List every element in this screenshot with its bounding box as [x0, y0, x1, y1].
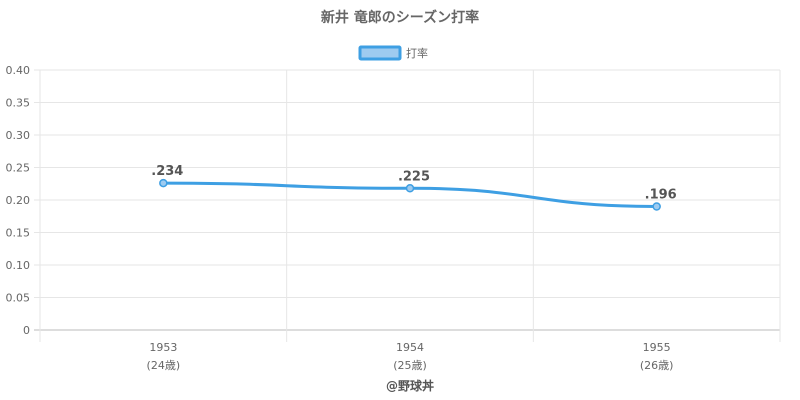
grid: [34, 69, 781, 342]
data-label: .225: [398, 169, 430, 184]
y-tick-label: 0: [23, 324, 30, 337]
data-label: .234: [151, 164, 183, 179]
y-tick-label: 0.10: [6, 259, 31, 272]
y-tick-label: 0.25: [6, 162, 31, 175]
x-tick-label: 1954: [396, 341, 424, 354]
y-tick-label: 0.20: [6, 194, 31, 207]
y-tick-label: 0.05: [6, 292, 31, 305]
data-label: .196: [645, 188, 677, 203]
y-tick-label: 0.15: [6, 227, 31, 240]
y-tick-label: 0.35: [6, 97, 31, 110]
x-tick-sublabel: (26歳): [640, 359, 674, 372]
data-labels: .234 .225 .196: [151, 164, 676, 202]
legend[interactable]: 打率: [358, 45, 428, 61]
y-tick-label: 0.40: [6, 64, 31, 77]
legend-label: 打率: [406, 46, 428, 60]
y-tick-label: 0.30: [6, 129, 31, 142]
data-point[interactable]: [652, 202, 661, 211]
y-axis-ticks: 0 0.05 0.10 0.15 0.20 0.25 0.30 0.35 0.40: [6, 64, 31, 337]
x-tick-label: 1953: [149, 341, 177, 354]
x-tick-sublabel: (24歳): [147, 359, 181, 372]
x-tick-label: 1955: [643, 341, 671, 354]
credit-text: @野球丼: [386, 378, 434, 393]
data-points[interactable]: [159, 178, 661, 211]
data-point[interactable]: [405, 184, 415, 193]
chart-title: 新井 竜郎のシーズン打率: [321, 9, 479, 26]
x-tick-sublabel: (25歳): [393, 359, 427, 372]
x-axis-ticks: 1953 (24歳) 1954 (25歳) 1955 (26歳): [147, 341, 674, 372]
legend-swatch: [358, 45, 402, 61]
data-point[interactable]: [159, 178, 168, 188]
